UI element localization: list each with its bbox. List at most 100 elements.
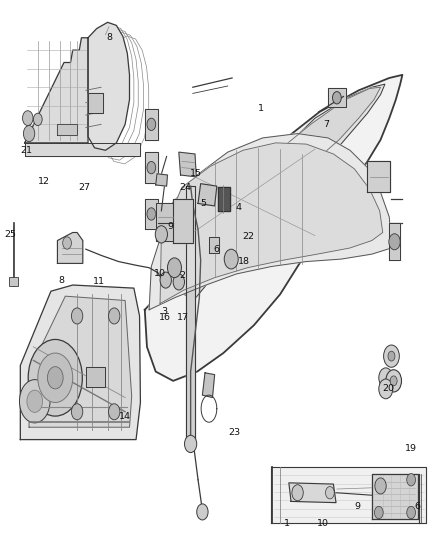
- Polygon shape: [145, 152, 158, 183]
- Circle shape: [167, 258, 181, 278]
- Text: 3: 3: [161, 306, 167, 316]
- Text: 8: 8: [59, 276, 65, 285]
- Text: 1: 1: [258, 104, 264, 114]
- Text: 10: 10: [317, 519, 329, 528]
- Polygon shape: [20, 285, 141, 440]
- Polygon shape: [57, 232, 83, 263]
- Text: 11: 11: [93, 278, 105, 286]
- Circle shape: [379, 379, 393, 399]
- Circle shape: [28, 340, 82, 416]
- Text: 23: 23: [228, 427, 240, 437]
- Polygon shape: [145, 198, 158, 229]
- Polygon shape: [272, 467, 426, 523]
- Text: 2: 2: [179, 271, 185, 280]
- Text: 7: 7: [323, 120, 329, 129]
- Circle shape: [23, 126, 35, 142]
- Text: 8: 8: [106, 33, 112, 42]
- Text: 18: 18: [238, 257, 251, 266]
- Circle shape: [155, 225, 167, 243]
- Text: 6: 6: [415, 502, 420, 511]
- Circle shape: [390, 376, 397, 386]
- Text: 25: 25: [4, 230, 16, 239]
- Text: 5: 5: [201, 199, 207, 208]
- Polygon shape: [86, 367, 106, 387]
- Circle shape: [389, 234, 400, 250]
- Circle shape: [160, 272, 171, 288]
- Polygon shape: [149, 134, 392, 310]
- Circle shape: [388, 351, 395, 361]
- Polygon shape: [179, 152, 196, 177]
- Circle shape: [197, 504, 208, 520]
- Circle shape: [63, 237, 71, 249]
- Polygon shape: [155, 174, 167, 186]
- Circle shape: [407, 506, 416, 519]
- Circle shape: [374, 506, 383, 519]
- Polygon shape: [88, 93, 103, 113]
- Circle shape: [325, 487, 334, 499]
- Circle shape: [22, 111, 33, 126]
- Text: 6: 6: [214, 245, 220, 254]
- Circle shape: [386, 370, 402, 392]
- Polygon shape: [289, 483, 336, 503]
- Circle shape: [224, 249, 238, 269]
- Polygon shape: [372, 474, 418, 519]
- Circle shape: [38, 353, 73, 402]
- Polygon shape: [173, 198, 193, 243]
- Text: 9: 9: [167, 222, 173, 231]
- Polygon shape: [198, 184, 217, 206]
- Circle shape: [379, 368, 393, 387]
- Polygon shape: [367, 161, 390, 192]
- Polygon shape: [186, 186, 195, 446]
- Polygon shape: [202, 373, 215, 398]
- Circle shape: [375, 478, 386, 494]
- Text: 14: 14: [119, 411, 131, 421]
- Polygon shape: [188, 87, 381, 277]
- Circle shape: [71, 308, 83, 324]
- Polygon shape: [328, 88, 346, 107]
- Circle shape: [147, 118, 155, 131]
- Circle shape: [27, 390, 42, 413]
- Text: 21: 21: [20, 146, 32, 155]
- Circle shape: [47, 367, 63, 389]
- Text: 1: 1: [284, 519, 290, 528]
- Text: 12: 12: [38, 177, 49, 185]
- Polygon shape: [218, 188, 230, 211]
- Circle shape: [407, 474, 416, 486]
- Circle shape: [109, 308, 120, 324]
- Text: 10: 10: [154, 269, 166, 278]
- Circle shape: [147, 161, 155, 174]
- Polygon shape: [209, 237, 219, 253]
- Text: 24: 24: [179, 183, 191, 192]
- Circle shape: [109, 403, 120, 420]
- Circle shape: [292, 484, 303, 501]
- Bar: [10, 277, 18, 286]
- Circle shape: [332, 92, 341, 104]
- Polygon shape: [88, 22, 130, 150]
- Text: 9: 9: [354, 502, 360, 511]
- Polygon shape: [175, 84, 385, 298]
- Polygon shape: [389, 223, 400, 260]
- Circle shape: [19, 379, 50, 423]
- Circle shape: [147, 208, 155, 220]
- Polygon shape: [145, 109, 158, 140]
- Text: 16: 16: [159, 313, 170, 322]
- Text: 19: 19: [405, 445, 417, 454]
- Text: 4: 4: [236, 203, 242, 212]
- Text: 27: 27: [78, 183, 91, 192]
- Polygon shape: [57, 124, 77, 135]
- Polygon shape: [25, 143, 141, 157]
- Circle shape: [173, 274, 184, 290]
- Polygon shape: [160, 143, 383, 304]
- Text: 15: 15: [190, 169, 202, 178]
- Circle shape: [71, 403, 83, 420]
- Circle shape: [384, 345, 399, 367]
- Polygon shape: [29, 296, 132, 427]
- Polygon shape: [155, 204, 173, 240]
- Text: 20: 20: [382, 384, 394, 393]
- Circle shape: [184, 435, 197, 453]
- Polygon shape: [145, 75, 403, 381]
- Polygon shape: [25, 38, 88, 143]
- Text: 22: 22: [243, 232, 254, 241]
- Text: 17: 17: [177, 313, 189, 322]
- Circle shape: [33, 113, 42, 126]
